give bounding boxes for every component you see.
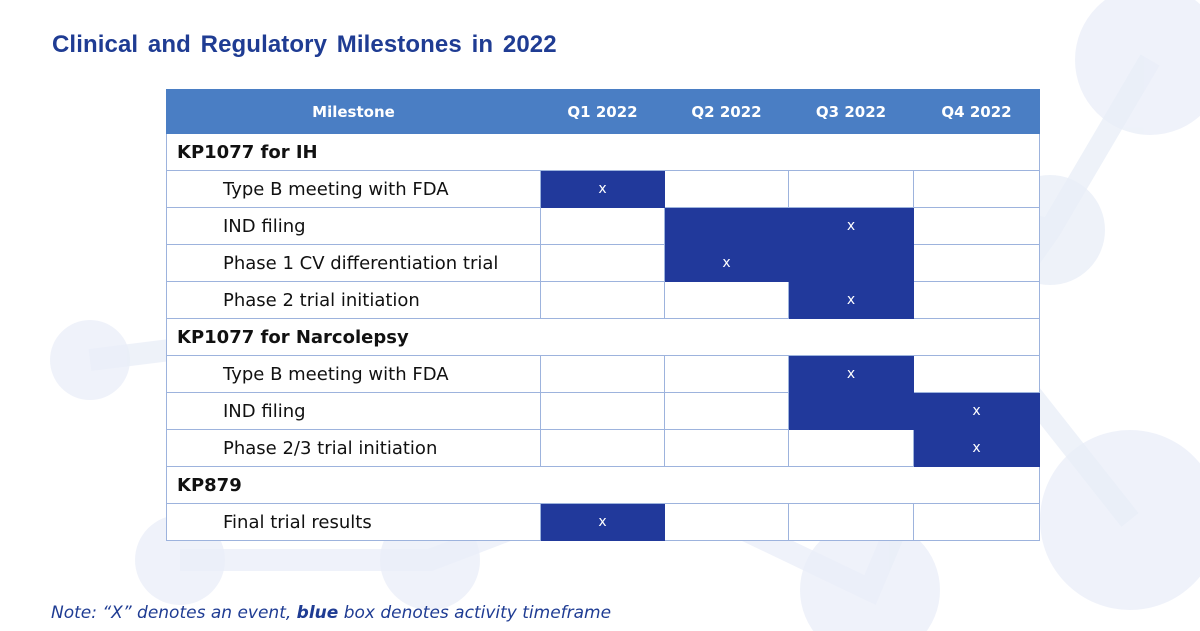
group-label: KP1077 for IH — [166, 133, 1040, 171]
page-title: Clinical and Regulatory Milestones in 20… — [52, 31, 557, 58]
milestone-label: Type B meeting with FDA — [166, 355, 541, 393]
activity-cell: x — [913, 392, 1040, 430]
footnote-emphasis: blue — [296, 603, 339, 623]
activity-cell: x — [540, 503, 665, 541]
table-row: IND filing x — [166, 392, 1040, 430]
activity-cell: x — [788, 207, 914, 245]
column-header-q3: Q3 2022 — [788, 89, 914, 134]
empty-cell — [540, 355, 665, 393]
activity-cell: x — [664, 244, 789, 282]
column-header-milestone: Milestone — [166, 89, 541, 134]
table-header-row: Milestone Q1 2022 Q2 2022 Q3 2022 Q4 202… — [166, 89, 1040, 134]
empty-cell — [664, 392, 789, 430]
activity-cell — [788, 392, 914, 430]
column-header-q1: Q1 2022 — [540, 89, 665, 134]
activity-cell: x — [788, 355, 914, 393]
table-row: Type B meeting with FDA x — [166, 355, 1040, 393]
empty-cell — [540, 392, 665, 430]
group-label: KP1077 for Narcolepsy — [166, 318, 1040, 356]
activity-cell: x — [788, 281, 914, 319]
empty-cell — [540, 244, 665, 282]
table-row: Type B meeting with FDA x — [166, 170, 1040, 208]
empty-cell — [664, 429, 789, 467]
empty-cell — [913, 244, 1040, 282]
empty-cell — [664, 170, 789, 208]
milestone-label: Final trial results — [166, 503, 541, 541]
activity-cell — [664, 207, 789, 245]
milestone-label: IND filing — [166, 207, 541, 245]
empty-cell — [913, 170, 1040, 208]
table-body: KP1077 for IH Type B meeting with FDA x IND… — [166, 133, 1040, 541]
empty-cell — [540, 281, 665, 319]
empty-cell — [913, 207, 1040, 245]
table-row: IND filing x — [166, 207, 1040, 245]
footnote-suffix: box denotes activity timeframe — [338, 603, 612, 623]
milestone-label: Type B meeting with FDA — [166, 170, 541, 208]
empty-cell — [788, 503, 914, 541]
group-label: KP879 — [166, 466, 1040, 504]
activity-cell — [788, 244, 914, 282]
empty-cell — [540, 207, 665, 245]
empty-cell — [788, 429, 914, 467]
column-header-q4: Q4 2022 — [913, 89, 1040, 134]
empty-cell — [664, 355, 789, 393]
empty-cell — [913, 281, 1040, 319]
milestone-label: IND filing — [166, 392, 541, 430]
group-row: KP1077 for IH — [166, 133, 1040, 171]
milestone-label: Phase 2 trial initiation — [166, 281, 541, 319]
empty-cell — [788, 170, 914, 208]
empty-cell — [664, 281, 789, 319]
milestone-table: Milestone Q1 2022 Q2 2022 Q3 2022 Q4 202… — [166, 89, 1040, 541]
footnote: Note: “X” denotes an event, blue box den… — [51, 603, 611, 623]
milestone-label: Phase 2/3 trial initiation — [166, 429, 541, 467]
table-row: Phase 2/3 trial initiation x — [166, 429, 1040, 467]
footnote-prefix: Note: “X” denotes an event, — [51, 603, 297, 623]
empty-cell — [913, 503, 1040, 541]
table-row: Phase 1 CV differentiation trial x — [166, 244, 1040, 282]
group-row: KP879 — [166, 466, 1040, 504]
activity-cell: x — [540, 170, 665, 208]
table-row: Phase 2 trial initiation x — [166, 281, 1040, 319]
table-row: Final trial results x — [166, 503, 1040, 541]
column-header-q2: Q2 2022 — [664, 89, 789, 134]
empty-cell — [664, 503, 789, 541]
empty-cell — [540, 429, 665, 467]
empty-cell — [913, 355, 1040, 393]
group-row: KP1077 for Narcolepsy — [166, 318, 1040, 356]
milestone-label: Phase 1 CV differentiation trial — [166, 244, 541, 282]
activity-cell: x — [913, 429, 1040, 467]
